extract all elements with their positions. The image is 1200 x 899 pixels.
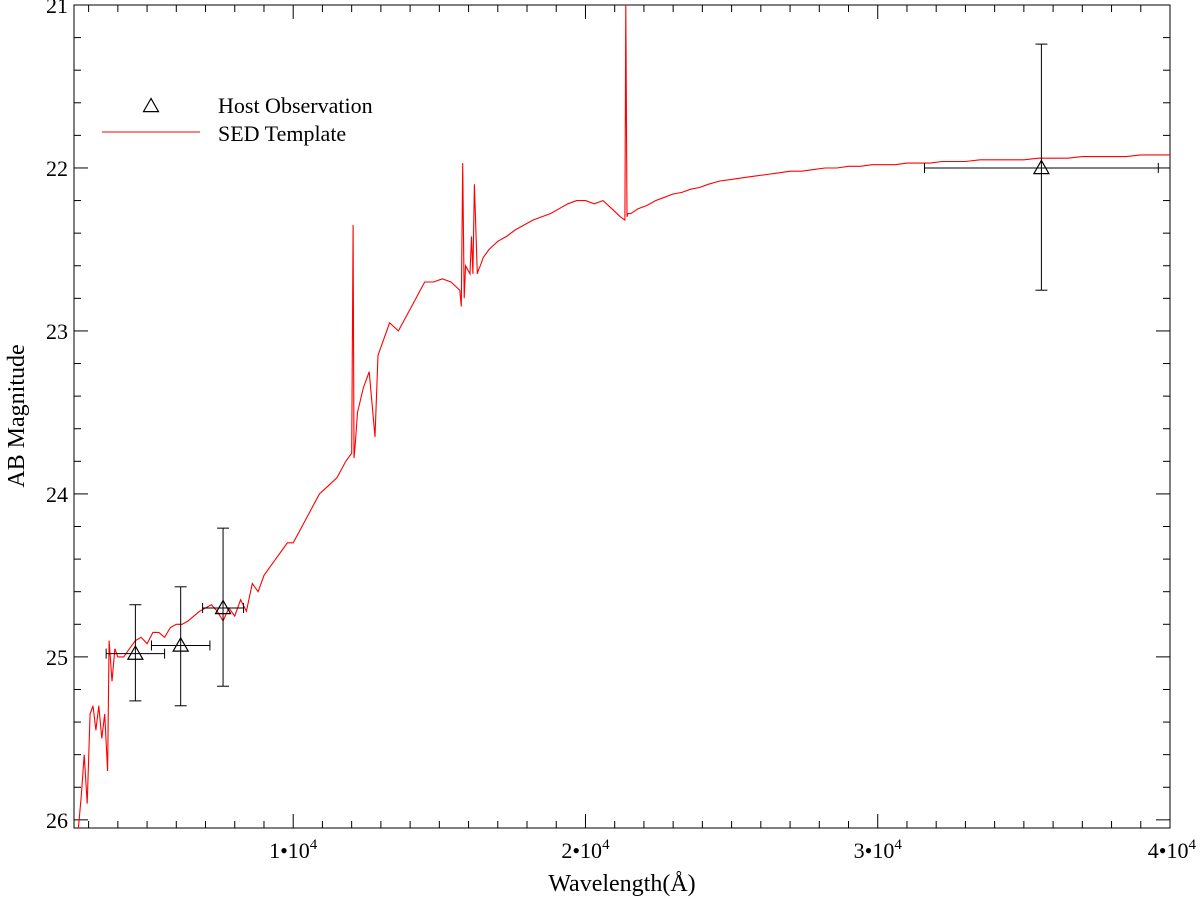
- x-axis-title: Wavelength(Å): [548, 871, 695, 897]
- x-tick-label: 1•104: [269, 837, 318, 863]
- axis-ticks: [74, 4, 1171, 828]
- observation-point: [923, 43, 1159, 291]
- y-tick-label: 24: [46, 482, 68, 507]
- triangle-marker: [172, 636, 190, 652]
- host-observation-layer: [105, 43, 1159, 707]
- observation-point: [150, 586, 211, 707]
- observation-point: [105, 604, 166, 702]
- y-tick-label: 26: [46, 808, 68, 833]
- x-tick-label: 3•104: [854, 837, 903, 863]
- triangle-marker: [1032, 159, 1050, 175]
- x-tick-label: 2•104: [561, 837, 610, 863]
- legend-triangle: [142, 97, 160, 113]
- y-tick-label: 21: [46, 0, 68, 18]
- sed-template-line: [77, 5, 1170, 828]
- x-tick-label: 4•104: [1148, 837, 1197, 863]
- y-tick-label: 23: [46, 319, 68, 344]
- sed-template-layer: [77, 5, 1170, 828]
- plot-frame: [73, 4, 1171, 829]
- legend: Host Observation SED Template: [102, 93, 373, 146]
- y-tick-label: 25: [46, 645, 68, 670]
- observation-point: [202, 527, 245, 687]
- legend-label-host-observation: Host Observation: [218, 93, 373, 118]
- y-axis-title: AB Magnitude: [4, 344, 30, 487]
- axis-tick-labels: 1•104 2•104 3•104 4•104 21 22 23 24 25 26: [46, 0, 1197, 863]
- triangle-marker: [126, 644, 144, 660]
- legend-label-sed-template: SED Template: [218, 121, 346, 146]
- y-tick-label: 22: [46, 156, 68, 181]
- triangle-marker: [214, 599, 232, 615]
- legend-triangle-marker: [142, 97, 160, 113]
